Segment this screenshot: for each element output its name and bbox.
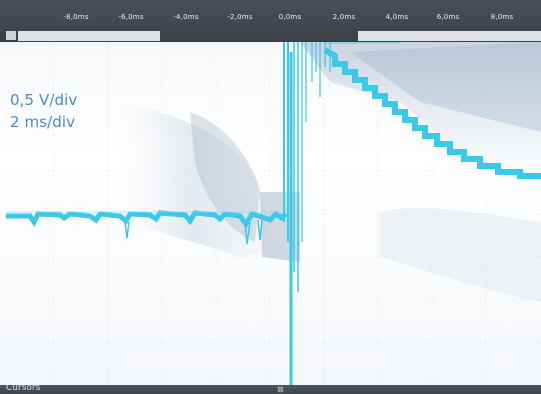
trace-spikes [283, 42, 331, 386]
time-label: 6,0ms [436, 13, 460, 21]
window-marker[interactable] [6, 31, 16, 40]
time-axis-bar: -8,0ms -6,0ms -4,0ms -2,0ms 0,0ms 2,0ms … [0, 0, 541, 42]
time-label: 0,0ms [278, 13, 302, 21]
time-scale: -8,0ms -6,0ms -4,0ms -2,0ms 0,0ms 2,0ms … [0, 0, 541, 30]
acquisition-window-right[interactable] [358, 31, 541, 41]
time-label: 8,0ms [490, 13, 514, 21]
trace-baseline [6, 210, 288, 245]
status-bar: Cursors ⊠ [0, 385, 541, 394]
waveform-svg [0, 42, 541, 386]
time-label: 2,0ms [332, 13, 356, 21]
timebase-label: 2 ms/div [10, 113, 76, 131]
waveform-area: 0,5 V/div 2 ms/div [0, 42, 541, 386]
time-label: -6,0ms [118, 13, 144, 21]
time-label: 4,0ms [385, 13, 409, 21]
screen-reflection [120, 42, 541, 302]
trace-decay [323, 42, 541, 179]
cursors-button[interactable]: Cursors [6, 385, 41, 393]
time-label: -8,0ms [63, 13, 89, 21]
time-label: -2,0ms [227, 13, 253, 21]
time-label: -4,0ms [173, 13, 199, 21]
vertical-scale-label: 0,5 V/div [10, 91, 78, 109]
acquisition-window-left[interactable] [18, 31, 160, 41]
trigger-marker-icon: ⊠ [277, 385, 284, 394]
